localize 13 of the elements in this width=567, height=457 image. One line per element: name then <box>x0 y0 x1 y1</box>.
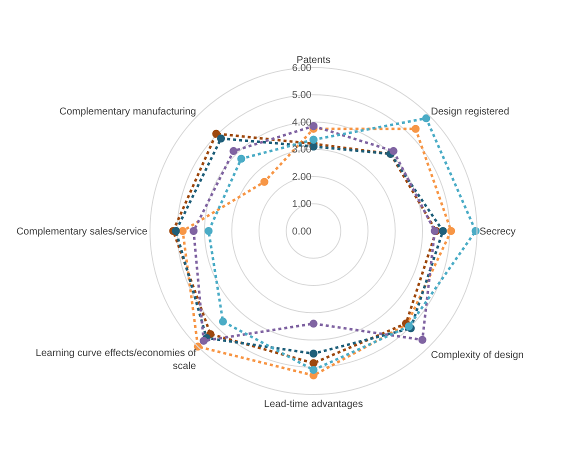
spoke-label: Learning curve effects/economies of scale <box>36 348 197 372</box>
spoke-label: Lead-time advantages <box>264 399 363 410</box>
spoke-label: Complexity of design <box>430 350 524 361</box>
y-tick-label: 6.00 <box>292 62 312 74</box>
y-tick-label: 2.00 <box>292 172 312 183</box>
y-tick-label: 1.00 <box>292 199 312 210</box>
spoke-label: Complementary sales/service <box>16 226 148 238</box>
spoke-label: Secrecy <box>480 226 516 238</box>
y-tick-label: 0.00 <box>292 226 312 238</box>
spoke-label: Complementary manufacturing <box>59 106 196 118</box>
y-tick-label: 4.00 <box>292 117 312 128</box>
spoke-label: Design registered <box>430 106 510 118</box>
y-tick-label: 5.00 <box>292 90 312 101</box>
